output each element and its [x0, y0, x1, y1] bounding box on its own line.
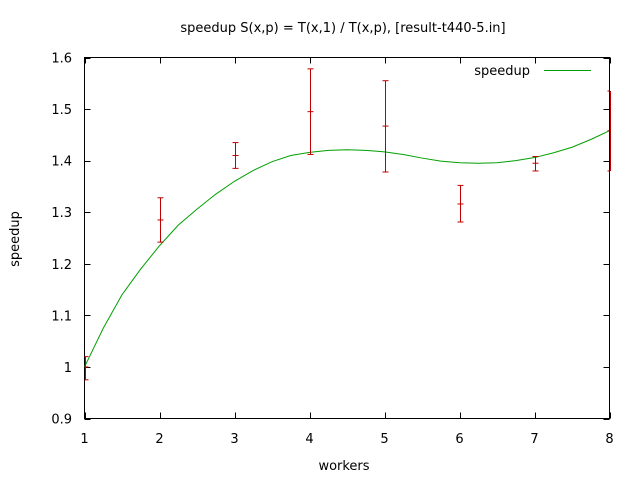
- y-tick-label: 1.4: [51, 155, 72, 170]
- x-tick-label: 4: [305, 432, 313, 447]
- x-tick-label: 2: [155, 432, 163, 447]
- x-tick-label: 5: [380, 432, 388, 447]
- x-tick-label: 8: [605, 432, 613, 447]
- error-bar: [607, 90, 611, 172]
- axis-ticks: [84, 57, 611, 420]
- error-bar: [532, 156, 539, 172]
- error-bar: [382, 80, 389, 173]
- chart-title: speedup S(x,p) = T(x,1) / T(x,p), [resul…: [180, 21, 505, 36]
- error-bar: [84, 356, 89, 381]
- x-tick-label: 1: [80, 432, 88, 447]
- y-tick-labels: 0.9 1 1.1 1.2 1.3 1.4 1.5 1.6: [51, 52, 72, 428]
- y-tick-label: 1.2: [51, 258, 72, 273]
- error-bar: [307, 68, 314, 155]
- plot-border: [84, 57, 610, 419]
- x-axis-label: workers: [318, 459, 369, 474]
- y-tick-label: 1.5: [51, 103, 72, 118]
- y-tick-label: 1.3: [51, 206, 72, 221]
- x-tick-label: 7: [530, 432, 538, 447]
- legend: speedup: [474, 64, 591, 79]
- y-tick-label: 1.6: [51, 52, 72, 67]
- series-line-speedup: [84, 130, 610, 368]
- error-bar: [457, 184, 464, 223]
- y-tick-label: 1.1: [51, 309, 72, 324]
- y-axis-label: speedup: [8, 211, 23, 267]
- x-tick-labels: 1 2 3 4 5 6 7 8: [80, 432, 613, 447]
- legend-label-speedup: speedup: [474, 64, 530, 79]
- x-tick-label: 3: [230, 432, 238, 447]
- x-tick-label: 6: [455, 432, 463, 447]
- error-bars: [84, 68, 611, 381]
- error-bar: [232, 142, 239, 169]
- series-layer: [84, 130, 610, 368]
- y-tick-label: 1: [64, 361, 72, 376]
- y-tick-label: 0.9: [51, 413, 72, 428]
- error-bar: [157, 197, 164, 243]
